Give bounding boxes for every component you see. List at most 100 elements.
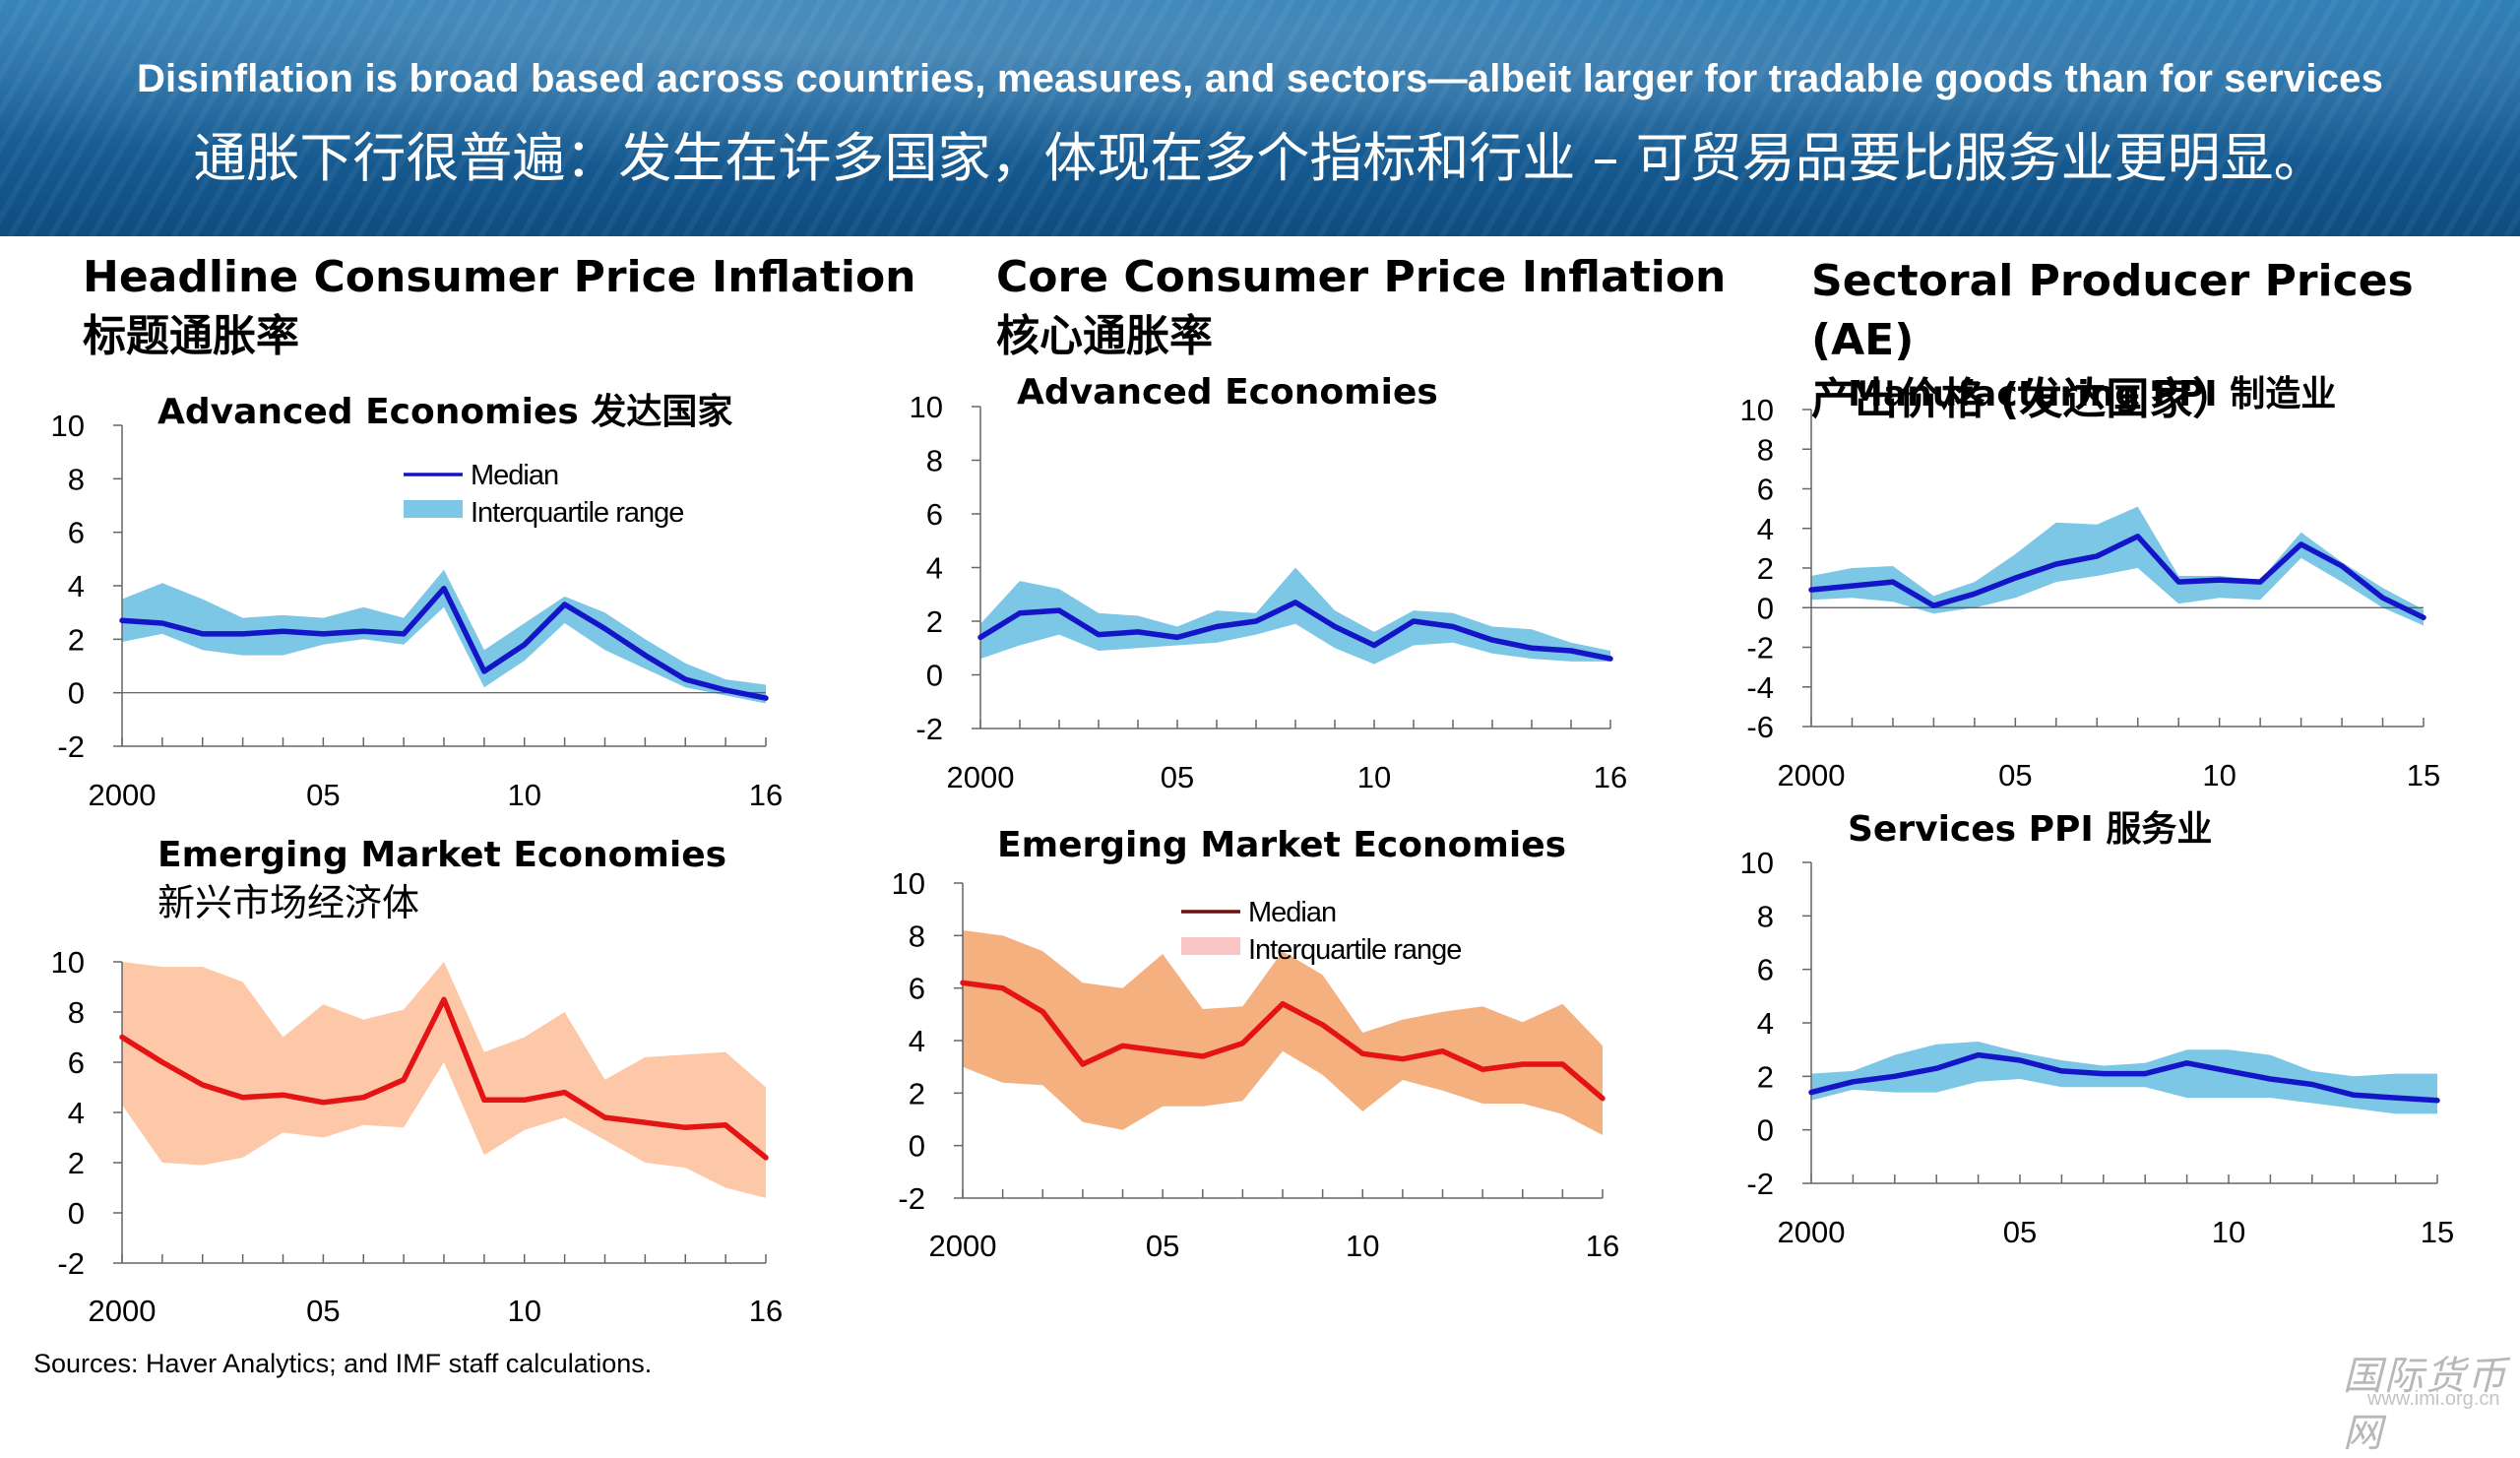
x-tick-label: 10 [2202, 758, 2236, 792]
x-tick-label: 16 [1594, 760, 1627, 794]
x-tick-label: 15 [2421, 1215, 2454, 1249]
y-tick-label: 2 [909, 1076, 925, 1110]
legend-band-label: Interquartile range [471, 497, 683, 529]
legend-band-swatch [404, 500, 463, 518]
x-tick-label: 10 [508, 778, 541, 812]
y-tick-label: 10 [1740, 393, 1774, 427]
title-banner: Disinflation is broad based across count… [0, 0, 2520, 236]
y-tick-label: 0 [68, 1196, 85, 1231]
median-line [119, 996, 769, 1161]
x-tick-label: 05 [306, 778, 340, 812]
banner-title-english: Disinflation is broad based across count… [136, 57, 2384, 100]
x-tick-label: 05 [1161, 760, 1194, 794]
y-tick-label: 10 [892, 866, 925, 901]
median-line [1808, 1051, 2440, 1104]
y-tick-label: 2 [1757, 551, 1774, 586]
y-tick-label: 2 [68, 1146, 85, 1180]
y-tick-label: -2 [57, 729, 85, 764]
panel-title: Manufacturing PPI 制造业 [1848, 374, 2336, 414]
x-tick-label: 2000 [929, 1229, 997, 1263]
y-tick-label: 4 [1757, 512, 1774, 546]
section-sectoral-title-cn: 产出价格 (发达国家） [1811, 374, 2236, 424]
legend-band-label: Interquartile range [1248, 934, 1461, 966]
y-tick-label: -6 [1746, 710, 1774, 744]
y-tick-label: 0 [909, 1129, 925, 1164]
interquartile-band [963, 930, 1603, 1135]
y-tick-label: 4 [68, 1096, 85, 1130]
chart-ppi-mfg: Manufacturing PPI 制造业 -6 -4 -2 0 2 4 6 8 10 2000 05… [1740, 374, 2441, 792]
y-tick-label: -2 [898, 1181, 925, 1216]
y-tick-label: 8 [926, 444, 943, 478]
median-line [1808, 534, 2426, 621]
y-tick-label: -2 [57, 1246, 85, 1281]
y-tick-label: 8 [1757, 432, 1774, 467]
y-tick-label: 10 [1740, 846, 1774, 880]
section-headline-cpi: Headline Consumer Price Inflation 标题通胀率 [83, 248, 916, 366]
interquartile-band [1811, 1042, 2437, 1114]
panel-title: Advanced Economies 发达国家 [158, 392, 732, 432]
sources-footnote: Sources: Haver Analytics; and IMF staff … [33, 1349, 653, 1378]
x-tick-label: 05 [306, 1294, 340, 1328]
panel-title: Services PPI 服务业 [1848, 809, 2212, 850]
y-tick-label: 6 [1757, 953, 1774, 987]
y-tick-label: 6 [68, 1046, 85, 1080]
y-tick-label: -2 [915, 712, 943, 746]
legend-median-label: Median [1248, 897, 1336, 928]
watermark-url: www.imi.org.cn [2367, 1388, 2500, 1410]
y-tick-label: 8 [68, 995, 85, 1030]
y-tick-label: 6 [68, 516, 85, 550]
chart-core-ae: Advanced Economies -2 0 2 4 6 8 10 2000 05 10 16 [910, 372, 1628, 794]
x-tick-label: 2000 [947, 760, 1015, 794]
y-tick-label: 2 [68, 622, 85, 657]
y-tick-label: 10 [51, 409, 85, 443]
chart-core-em: Emerging Market Economies -2 0 2 4 6 8 10 2000 05… [892, 825, 1620, 1263]
y-tick-label: 8 [68, 462, 85, 496]
interquartile-band [122, 962, 766, 1198]
y-tick-label: 0 [1757, 591, 1774, 625]
x-tick-label: 2000 [89, 1294, 157, 1328]
y-tick-label: 0 [926, 659, 943, 693]
panel-title: Advanced Economies [1017, 372, 1438, 412]
y-tick-label: 0 [68, 676, 85, 711]
y-tick-label: 4 [909, 1024, 925, 1058]
section-sectoral-title-en: Sectoral Producer Prices (AE) [1811, 256, 2414, 365]
y-tick-label: -4 [1746, 670, 1774, 705]
x-tick-label: 2000 [1778, 1215, 1846, 1249]
section-core-title-en: Core Consumer Price Inflation [996, 252, 1727, 302]
x-tick-label: 05 [2003, 1215, 2037, 1249]
y-tick-label: 6 [909, 972, 925, 1006]
median-line [977, 600, 1613, 662]
y-tick-label: -2 [1746, 631, 1774, 666]
y-tick-label: 2 [926, 604, 943, 639]
y-tick-label: 8 [1757, 899, 1774, 933]
x-tick-label: 10 [508, 1294, 541, 1328]
x-tick-label: 10 [1357, 760, 1391, 794]
y-tick-label: 8 [909, 919, 925, 953]
section-headline-title-cn: 标题通胀率 [83, 311, 299, 361]
y-tick-label: 4 [68, 569, 85, 603]
x-tick-label: 2000 [89, 778, 157, 812]
y-tick-label: -2 [1746, 1167, 1774, 1201]
panel-title-cn: 新兴市场经济体 [158, 881, 419, 924]
x-tick-label: 10 [2212, 1215, 2245, 1249]
y-tick-label: 4 [1757, 1006, 1774, 1041]
x-tick-label: 16 [749, 1294, 783, 1328]
panel-title: Emerging Market Economies [158, 835, 726, 875]
y-tick-label: 4 [926, 551, 943, 586]
legend-band-swatch [1181, 937, 1240, 955]
interquartile-band [980, 567, 1610, 665]
y-tick-label: 2 [1757, 1059, 1774, 1094]
chart-ppi-services: Services PPI 服务业 -2 0 2 4 6 8 10 2000 05 10 15 [1740, 809, 2455, 1249]
section-headline-title-en: Headline Consumer Price Inflation [83, 252, 916, 302]
x-tick-label: 2000 [1778, 758, 1846, 792]
interquartile-band [122, 569, 766, 704]
legend-median-label: Median [471, 460, 558, 491]
section-core-cpi: Core Consumer Price Inflation 核心通胀率 [996, 248, 1726, 366]
section-sectoral-ppi: Sectoral Producer Prices (AE) 产出价格 (发达国家… [1811, 252, 2520, 429]
x-tick-label: 16 [749, 778, 783, 812]
x-tick-label: 15 [2407, 758, 2440, 792]
banner-title-chinese: 通胀下行很普遍：发生在许多国家，体现在多个指标和行业 – 可贸易品要比服务业更明… [193, 127, 2327, 189]
y-tick-label: 6 [926, 497, 943, 532]
chart-headline-ae: Advanced Economies 发达国家 -2 0 2 4 6 8 10 2000 05 10… [51, 392, 784, 812]
